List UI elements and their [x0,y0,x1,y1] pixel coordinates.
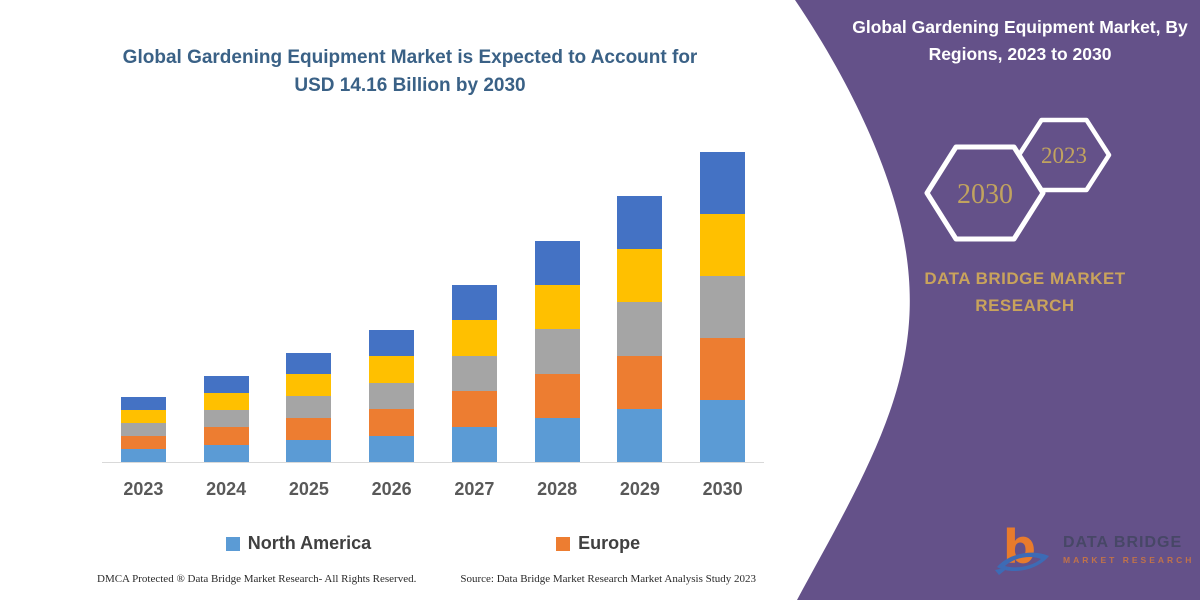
bar-segment [120,448,166,462]
bar-segment [700,214,746,276]
bar-segment [617,302,663,356]
bar-segment [203,427,249,445]
bar-segment [451,320,497,356]
bar-segment [700,338,746,400]
bar-stack-2027 [451,284,497,462]
bar-2023 [102,140,185,462]
brand-line2: RESEARCH [975,296,1075,316]
bar-segment [120,409,166,423]
bar-2025 [268,140,351,462]
bar-2030 [681,140,764,462]
bar-segment [700,152,746,214]
bar-segment [451,355,497,391]
logo-text: DATA BRIDGE MARKET RESEARCH [1063,533,1194,564]
bar-2029 [599,140,682,462]
x-label-2027: 2027 [454,479,495,499]
legend-swatch [556,536,571,551]
chart-legend: North America Europe [102,533,764,554]
bar-segment [451,284,497,320]
bar-segment [369,435,415,462]
plot-area [102,140,764,463]
legend-label: Europe [578,533,641,553]
legend-item-europe: Europe [556,533,640,554]
dbmr-logo-icon: b [995,523,1049,575]
bar-segment [534,417,580,462]
x-label-2029: 2029 [619,479,660,499]
hexagon-2023-label: 2023 [1041,143,1087,168]
x-label-2024: 2024 [206,479,247,499]
bar-segment [700,276,746,338]
bar-stack-2024 [203,375,249,462]
bar-segment [617,408,663,462]
bar-segment [534,285,580,330]
purple-panel-shape [795,0,1200,600]
bar-2027 [433,140,516,462]
bar-segment [617,196,663,250]
bar-segment [534,373,580,418]
logo-tail [995,567,1009,575]
bar-segment [451,391,497,427]
bar-segment [286,418,332,441]
legend-item-north-america: North America [225,533,372,554]
bar-segment [203,410,249,428]
brand-line1: DATA BRIDGE MARKET [924,269,1126,288]
panel-title: Global Gardening Equipment Market, By Re… [852,17,1188,65]
brand-text: DATA BRIDGE MARKET RESEARCH [905,265,1145,319]
bar-segment [369,409,415,436]
x-label-2028: 2028 [537,479,578,499]
x-label-2030: 2030 [702,479,743,499]
bar-stack-2030 [700,152,746,462]
logo-swoosh [997,552,1049,572]
x-label-2023: 2023 [123,479,164,499]
bar-segment [203,375,249,393]
x-label-2026: 2026 [371,479,412,499]
hexagon-2030-label: 2030 [957,179,1013,210]
bar-stack-2028 [534,241,580,462]
bar-segment [617,249,663,303]
bar-segment [120,396,166,410]
bar-segment [203,444,249,462]
dmca-credit: DMCA Protected ® Data Bridge Market Rese… [97,573,417,585]
logo-tagline: MARKET RESEARCH [1063,554,1195,565]
dbmr-logo: b DATA BRIDGE MARKET RESEARCH [995,523,1194,575]
bar-segment [286,352,332,375]
bar-segment [369,382,415,409]
bar-2026 [350,140,433,462]
bar-segment [369,356,415,383]
bar-stack-2025 [286,352,332,462]
bar-segment [617,355,663,409]
bar-segment [534,329,580,374]
bar-segment [120,422,166,436]
bar-segment [203,392,249,411]
bar-stack-2023 [120,396,166,462]
footer: DMCA Protected ® Data Bridge Market Rese… [97,573,767,585]
legend-label: North America [247,533,372,553]
bar-stack-2026 [369,329,415,462]
bar-segment [286,440,332,462]
bar-segment [534,241,580,286]
bar-2024 [185,140,268,462]
chart-title: Global Gardening Equipment Market is Exp… [122,47,698,96]
x-label-2025: 2025 [288,479,329,499]
bar-segment [451,426,497,462]
bar-2028 [516,140,599,462]
bar-stack-2029 [617,196,663,462]
source-credit: Source: Data Bridge Market Research Mark… [460,573,757,585]
bar-segment [700,400,746,462]
bar-segment [286,374,332,397]
bar-segment [369,329,415,356]
bar-segment [120,435,166,449]
x-axis-labels: 2023 2024 2025 2026 2027 2028 2029 2030 [102,479,764,500]
legend-swatch [225,536,240,551]
hexagon-2030 [924,144,1046,242]
logo-name: DATA BRIDGE [1063,534,1183,552]
bar-segment [286,396,332,419]
